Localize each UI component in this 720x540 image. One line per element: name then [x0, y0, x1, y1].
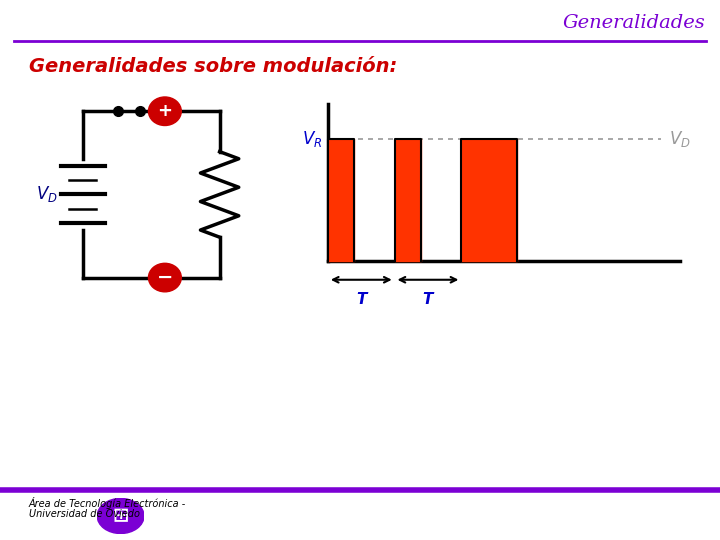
Text: T: T [356, 292, 366, 307]
Text: ⊞: ⊞ [112, 507, 129, 525]
Text: −: − [157, 268, 173, 287]
Circle shape [97, 498, 144, 534]
Text: $V_R$: $V_R$ [302, 129, 323, 148]
Circle shape [148, 264, 181, 292]
Text: Universidad de Oviedo: Universidad de Oviedo [29, 509, 140, 519]
Text: +: + [158, 102, 172, 120]
Text: Área de Tecnología Electrónica -: Área de Tecnología Electrónica - [29, 497, 186, 509]
Text: $V_D$: $V_D$ [669, 129, 690, 148]
Text: Generalidades sobre modulación:: Generalidades sobre modulación: [29, 57, 397, 76]
Text: $V_D$: $V_D$ [36, 184, 58, 205]
Text: T: T [423, 292, 433, 307]
Text: Generalidades: Generalidades [563, 14, 706, 31]
Circle shape [148, 97, 181, 125]
